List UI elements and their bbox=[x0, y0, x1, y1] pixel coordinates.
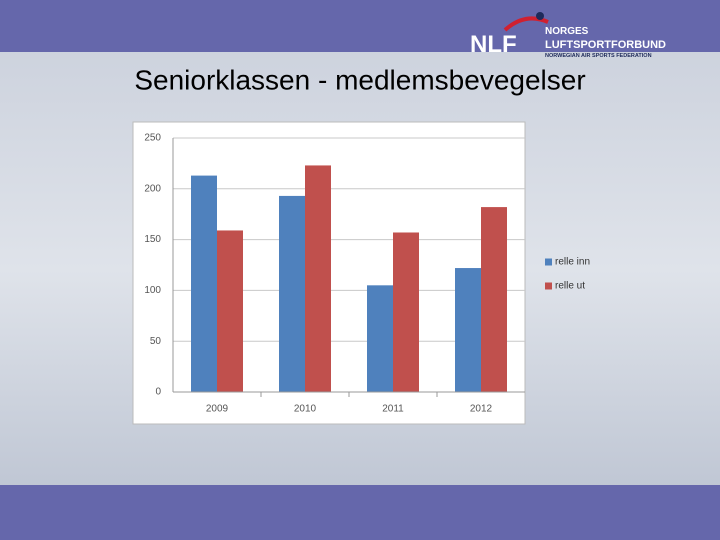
bar bbox=[393, 232, 419, 392]
x-tick-label: 2010 bbox=[294, 404, 317, 415]
bar bbox=[191, 175, 217, 392]
logo-dot bbox=[536, 12, 544, 20]
logo: NLF NORGES LUFTSPORTFORBUND NORWEGIAN AI… bbox=[470, 12, 666, 59]
bar bbox=[481, 207, 507, 392]
legend-label: relle ut bbox=[555, 281, 585, 292]
x-tick-label: 2011 bbox=[382, 404, 404, 415]
bar bbox=[279, 195, 305, 392]
chart-title: Seniorklassen - medlemsbevegelser bbox=[134, 64, 585, 95]
y-tick-label: 0 bbox=[155, 387, 161, 398]
x-tick-label: 2009 bbox=[206, 404, 229, 415]
logo-text: NORWEGIAN AIR SPORTS FEDERATION bbox=[545, 53, 652, 59]
logo-text: NORGES bbox=[545, 26, 589, 37]
legend-label: relle inn bbox=[555, 257, 590, 268]
bar bbox=[367, 285, 393, 392]
bar bbox=[455, 268, 481, 392]
y-tick-label: 200 bbox=[144, 183, 161, 194]
bar bbox=[217, 230, 243, 392]
y-tick-label: 150 bbox=[144, 234, 161, 245]
bar bbox=[305, 165, 331, 392]
bottom-band bbox=[0, 485, 720, 540]
top-band bbox=[0, 0, 720, 52]
legend-swatch bbox=[545, 282, 552, 290]
plot: 0 50 100 150 200 250 2009 2010 2011 2012 relle inn… bbox=[144, 133, 590, 415]
logo-text: LUFTSPORTFORBUND bbox=[545, 39, 666, 51]
y-tick-label: 250 bbox=[144, 133, 161, 144]
legend-swatch bbox=[545, 258, 552, 266]
x-tick-label: 2012 bbox=[470, 404, 493, 415]
y-tick-label: 50 bbox=[150, 336, 162, 347]
logo-mark: NLF bbox=[470, 31, 517, 58]
y-tick-label: 100 bbox=[144, 285, 161, 296]
logo-swoosh bbox=[503, 16, 549, 32]
